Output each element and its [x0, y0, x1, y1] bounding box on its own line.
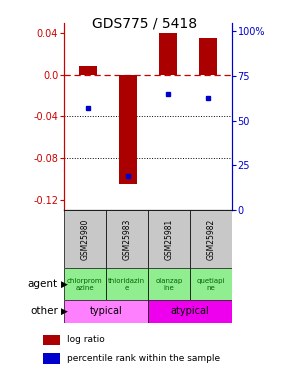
- Text: thioridazin
e: thioridazin e: [108, 278, 146, 291]
- Text: chlorprom
azine: chlorprom azine: [67, 278, 103, 291]
- Text: atypical: atypical: [171, 306, 209, 316]
- Text: GDS775 / 5418: GDS775 / 5418: [93, 17, 197, 31]
- Bar: [148, 268, 190, 300]
- Text: typical: typical: [90, 306, 122, 316]
- Text: GSM25981: GSM25981: [164, 218, 173, 259]
- Bar: [43, 353, 60, 364]
- Bar: [64, 268, 106, 300]
- Text: other: other: [30, 306, 58, 316]
- Bar: [199, 38, 217, 75]
- Text: agent: agent: [28, 279, 58, 289]
- Bar: [190, 268, 232, 300]
- Text: ▶: ▶: [61, 280, 68, 289]
- Text: olanzap
ine: olanzap ine: [155, 278, 182, 291]
- Text: GSM25982: GSM25982: [206, 218, 215, 259]
- Text: ▶: ▶: [61, 307, 68, 316]
- Bar: [106, 210, 148, 268]
- Text: log ratio: log ratio: [67, 335, 105, 344]
- Bar: [64, 210, 106, 268]
- Bar: [79, 66, 97, 75]
- Text: percentile rank within the sample: percentile rank within the sample: [67, 354, 220, 363]
- Bar: [106, 268, 148, 300]
- Bar: [159, 33, 177, 75]
- Text: GSM25980: GSM25980: [80, 218, 89, 260]
- Bar: [148, 300, 232, 322]
- Bar: [64, 300, 148, 322]
- Bar: [43, 334, 60, 345]
- Bar: [148, 210, 190, 268]
- Text: GSM25983: GSM25983: [122, 218, 131, 260]
- Bar: [119, 75, 137, 184]
- Text: quetiapi
ne: quetiapi ne: [197, 278, 225, 291]
- Bar: [190, 210, 232, 268]
